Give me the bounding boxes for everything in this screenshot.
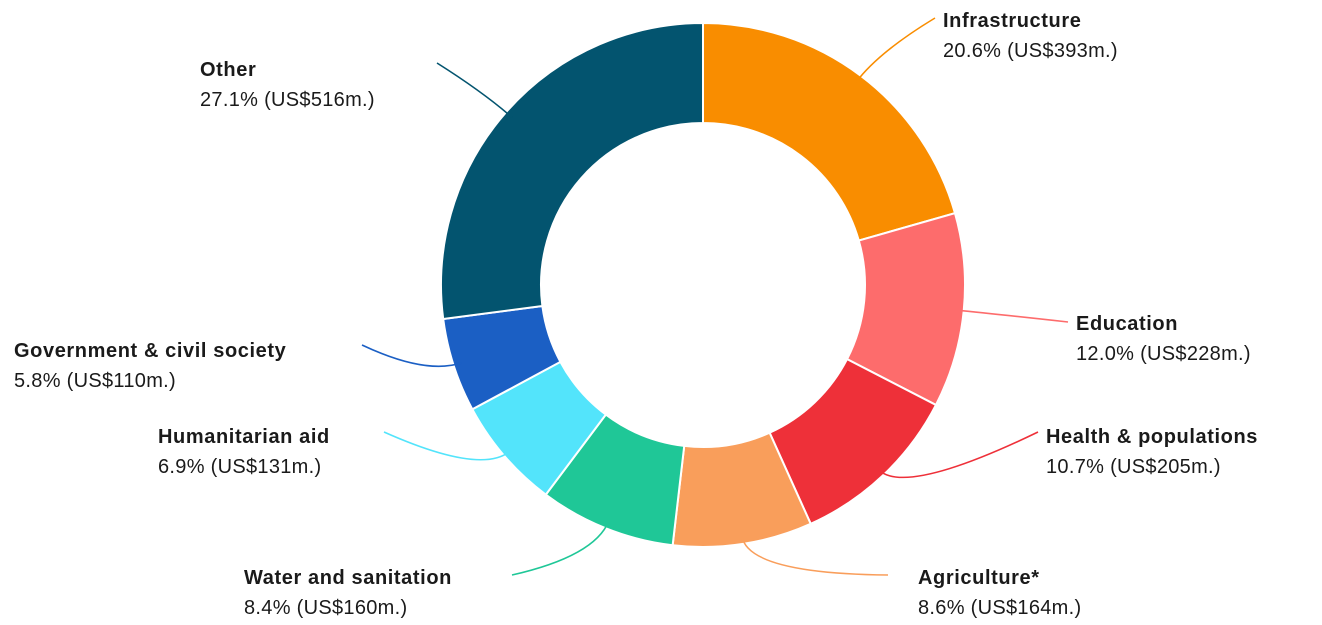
slice-name-infrastructure: Infrastructure xyxy=(943,10,1082,32)
leader-line-agriculture xyxy=(741,535,889,576)
slice-name-humanitarian-aid: Humanitarian aid xyxy=(158,426,330,448)
leader-line-health-populations xyxy=(877,431,1039,479)
leader-line-water-and-sanitation xyxy=(511,520,610,576)
leader-line-humanitarian-aid xyxy=(383,431,512,461)
donut-slices xyxy=(440,21,966,548)
slice-name-education: Education xyxy=(1076,313,1179,335)
leader-line-education xyxy=(955,309,1069,323)
slice-value-education: 12.0% (US$228m.) xyxy=(1076,343,1251,365)
slice-value-humanitarian-aid: 6.9% (US$131m.) xyxy=(158,456,322,478)
slice-value-health-populations: 10.7% (US$205m.) xyxy=(1046,456,1221,478)
slice-name-other: Other xyxy=(200,59,257,81)
leader-lines xyxy=(361,17,1069,576)
label-infrastructure: Infrastructure 20.6% (US$393m.) xyxy=(943,6,1118,66)
leader-line-other xyxy=(436,62,513,119)
slice-value-agriculture: 8.6% (US$164m.) xyxy=(918,597,1082,619)
leader-line-government-civil-society xyxy=(361,344,462,368)
slice-value-infrastructure: 20.6% (US$393m.) xyxy=(943,40,1118,62)
slice-value-government-civil-society: 5.8% (US$110m.) xyxy=(14,370,176,392)
label-other: Other 27.1% (US$516m.) xyxy=(200,55,375,115)
label-government-civil-society: Government & civil society 5.8% (US$110m… xyxy=(14,336,286,396)
label-humanitarian-aid: Humanitarian aid 6.9% (US$131m.) xyxy=(158,422,330,482)
label-agriculture: Agriculture* 8.6% (US$164m.) xyxy=(918,563,1081,623)
slice-value-other: 27.1% (US$516m.) xyxy=(200,89,375,111)
leader-line-infrastructure xyxy=(855,17,936,83)
slice-name-water-sanitation: Water and sanitation xyxy=(244,567,452,589)
slice-name-health-populations: Health & populations xyxy=(1046,426,1258,448)
slice-value-water-sanitation: 8.4% (US$160m.) xyxy=(244,597,408,619)
donut-slice-infrastructure xyxy=(702,21,957,242)
label-health-populations: Health & populations 10.7% (US$205m.) xyxy=(1046,422,1258,482)
donut-slice-other xyxy=(440,21,704,321)
slice-name-agriculture: Agriculture* xyxy=(918,567,1040,589)
slice-name-government-civil-society: Government & civil society xyxy=(14,340,287,362)
label-education: Education 12.0% (US$228m.) xyxy=(1076,309,1251,369)
label-water-sanitation: Water and sanitation 8.4% (US$160m.) xyxy=(244,563,452,623)
